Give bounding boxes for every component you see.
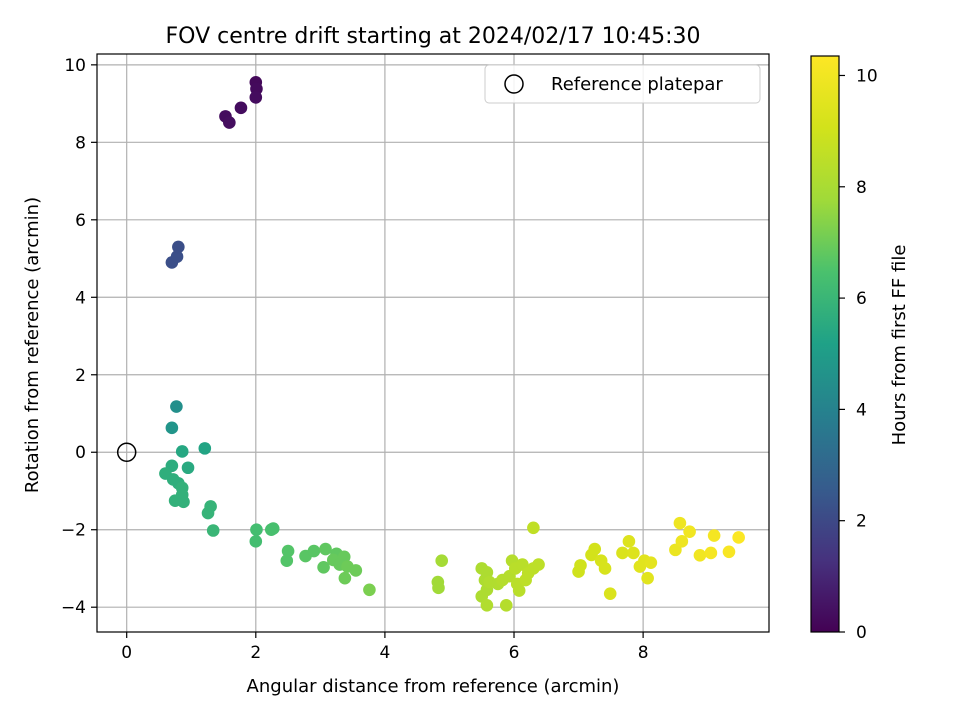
data-point — [527, 521, 540, 535]
colorbar-ticks: 0 2 4 6 8 10 — [839, 66, 878, 643]
data-point — [722, 545, 736, 559]
x-tick-label: 0 — [121, 643, 132, 663]
data-point — [249, 91, 263, 104]
y-tick-label: 2 — [75, 366, 86, 386]
x-tick-label: 8 — [638, 643, 649, 663]
data-point — [574, 559, 587, 572]
data-point — [363, 583, 376, 597]
colorbar-tick-label: 2 — [856, 512, 867, 532]
data-points — [159, 75, 745, 612]
x-tick-label: 4 — [379, 643, 390, 663]
data-point — [435, 554, 449, 568]
data-point — [499, 598, 513, 612]
legend: Reference platepar — [484, 64, 761, 104]
data-point — [175, 445, 189, 458]
data-point — [512, 584, 526, 597]
data-point — [280, 554, 294, 568]
data-point — [603, 587, 617, 600]
data-point — [673, 516, 687, 530]
data-point — [532, 558, 545, 571]
plot-frame — [96, 53, 770, 633]
colorbar-tick-label: 8 — [856, 178, 867, 198]
data-point — [616, 546, 629, 560]
colorbar — [810, 55, 840, 633]
data-point — [172, 240, 185, 254]
y-tick-label: −2 — [61, 521, 86, 541]
y-tick-label: 10 — [64, 56, 86, 76]
data-point — [598, 562, 612, 575]
data-point — [319, 542, 332, 556]
data-point — [693, 548, 707, 562]
data-point — [732, 531, 745, 544]
data-point — [644, 556, 658, 569]
data-point — [432, 581, 445, 595]
reference-platepar-marker — [116, 442, 137, 462]
data-point — [250, 523, 263, 537]
data-point — [349, 564, 363, 577]
chart-title: FOV centre drift starting at 2024/02/17 … — [166, 24, 701, 49]
axis-ticks: 0 2 4 6 8 −4 −2 0 2 4 6 8 10 — [61, 56, 649, 663]
data-point — [683, 525, 696, 538]
data-point — [249, 535, 263, 548]
grid-lines — [97, 54, 769, 632]
data-point — [622, 535, 636, 548]
data-point — [201, 506, 215, 520]
y-tick-label: 4 — [75, 288, 86, 308]
data-point — [181, 461, 195, 475]
data-point — [170, 250, 184, 263]
data-point — [627, 546, 640, 560]
legend-box — [484, 64, 761, 104]
data-point — [588, 542, 602, 556]
data-point — [264, 523, 278, 537]
data-point — [317, 561, 330, 574]
y-tick-label: −4 — [61, 598, 86, 618]
data-point — [707, 529, 721, 542]
colorbar-tick-label: 0 — [856, 623, 867, 643]
colorbar-tick-label: 10 — [856, 66, 878, 86]
y-tick-label: 0 — [75, 443, 86, 463]
legend-entry-reference: Reference platepar — [551, 74, 723, 95]
data-point — [234, 101, 248, 115]
colorbar-tick-label: 6 — [856, 289, 867, 309]
data-point — [480, 566, 494, 579]
data-point — [223, 116, 236, 129]
data-point — [337, 550, 351, 564]
data-point — [177, 495, 190, 509]
y-tick-label: 6 — [75, 211, 86, 231]
data-point — [338, 571, 352, 585]
data-point — [669, 543, 682, 557]
data-point — [206, 524, 220, 537]
data-point — [307, 544, 321, 558]
data-point — [198, 442, 212, 455]
data-point — [480, 598, 494, 612]
y-tick-label: 8 — [75, 133, 86, 153]
colorbar-label: Hours from first FF file — [889, 245, 910, 446]
y-axis-label: Rotation from reference (arcmin) — [22, 197, 43, 493]
data-point — [675, 535, 689, 548]
legend-reference-marker-icon — [504, 74, 524, 94]
data-point — [170, 400, 183, 413]
x-tick-label: 2 — [250, 643, 261, 663]
colorbar-tick-label: 4 — [856, 400, 867, 420]
x-axis-label: Angular distance from reference (arcmin) — [247, 676, 620, 697]
data-point — [641, 571, 654, 585]
data-point — [704, 546, 718, 560]
data-point — [281, 544, 295, 558]
x-tick-label: 6 — [509, 643, 520, 663]
data-point — [165, 421, 179, 435]
